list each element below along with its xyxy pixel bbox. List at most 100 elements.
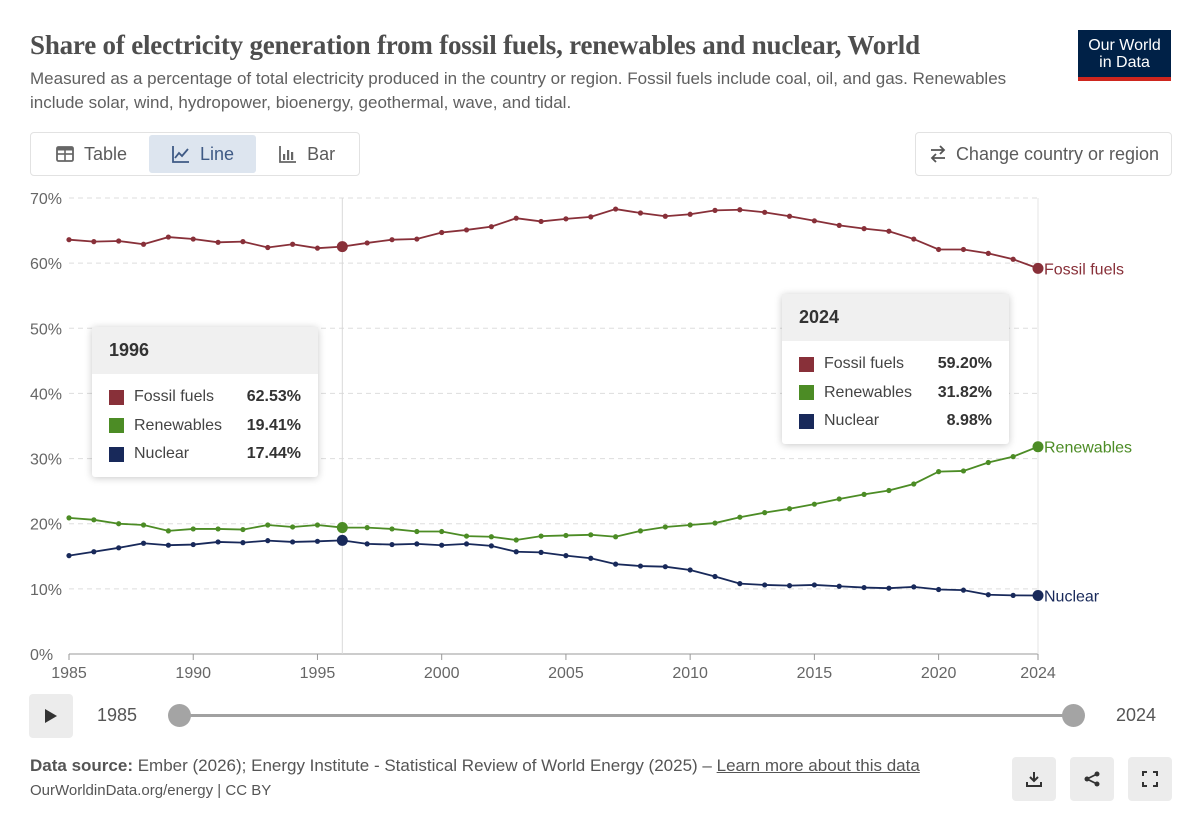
play-icon: [45, 709, 57, 723]
tooltip-series-value: 31.82%: [937, 383, 992, 401]
download-button[interactable]: [1012, 757, 1056, 801]
data-point-fossil: [240, 239, 246, 245]
data-point-renewables: [712, 520, 718, 526]
data-point-nuclear: [538, 549, 544, 555]
data-point-renewables: [563, 532, 569, 539]
series-line-fossil: [68, 208, 1039, 270]
data-point-nuclear: [290, 539, 296, 545]
data-point-fossil: [811, 218, 817, 224]
series-line-renewables: [68, 445, 1039, 541]
source-label: Data source:: [30, 756, 133, 775]
x-tick-label: 1995: [300, 665, 336, 682]
play-button[interactable]: [29, 694, 73, 738]
tooltip-row-renewables: Renewables 31.82%: [799, 379, 992, 408]
x-tick-label: 2024: [1020, 665, 1056, 682]
tooltip-year: 2024: [782, 294, 1009, 341]
data-point-fossil: [712, 207, 718, 213]
tab-table[interactable]: Table: [33, 135, 149, 173]
data-point-renewables: [290, 524, 296, 530]
data-point-fossil: [165, 234, 171, 240]
x-tick-label: 2005: [548, 665, 584, 682]
tab-table-label: Table: [84, 143, 128, 164]
y-tick-label: 50%: [30, 321, 62, 338]
logo-line-2: in Data: [1099, 54, 1150, 71]
data-point-fossil: [861, 226, 867, 232]
y-tick-label: 30%: [30, 452, 62, 469]
fullscreen-button[interactable]: [1128, 757, 1172, 801]
swatch-nuclear: [799, 413, 814, 429]
timeline-start-handle[interactable]: [168, 704, 191, 727]
data-point-renewables: [165, 528, 171, 534]
data-point-fossil: [389, 237, 395, 243]
data-point-renewables: [662, 524, 668, 530]
data-point-nuclear: [588, 555, 594, 561]
chart-type-tabs: Table Line Bar: [30, 132, 361, 176]
data-point-nuclear: [336, 534, 348, 546]
tab-bar-label: Bar: [307, 143, 336, 164]
data-point-fossil: [588, 214, 594, 220]
share-button[interactable]: [1070, 757, 1114, 801]
table-icon: [56, 146, 74, 162]
data-point-nuclear: [439, 542, 445, 548]
data-point-nuclear: [389, 541, 395, 548]
chart-title: Share of electricity generation from fos…: [30, 30, 920, 60]
timeline-end-handle[interactable]: [1062, 704, 1085, 727]
logo-line-1: Our World: [1088, 37, 1161, 54]
data-point-fossil: [66, 237, 72, 243]
data-point-fossil: [662, 213, 668, 219]
timeline-track[interactable]: [180, 714, 1074, 717]
tooltip-1996: 1996 Fossil fuels 62.53% Renewables 19.4…: [92, 327, 318, 477]
data-point-renewables: [588, 532, 594, 538]
data-point-nuclear: [1032, 590, 1044, 602]
tab-line[interactable]: Line: [149, 135, 257, 173]
learn-more-link[interactable]: Learn more about this data: [716, 756, 920, 775]
data-point-fossil: [985, 250, 991, 256]
data-point-nuclear: [140, 540, 147, 546]
data-point-nuclear: [712, 573, 718, 580]
tooltip-row-renewables: Renewables 19.41%: [109, 412, 301, 441]
swatch-fossil: [109, 389, 124, 405]
data-point-renewables: [314, 522, 321, 528]
fullscreen-icon: [1142, 771, 1158, 787]
data-point-fossil: [140, 241, 147, 247]
chart-subtitle: Measured as a percentage of total electr…: [30, 69, 1007, 112]
data-point-nuclear: [811, 582, 817, 588]
data-point-renewables: [786, 506, 793, 512]
data-point-renewables: [116, 521, 122, 527]
tab-bar[interactable]: Bar: [256, 135, 357, 173]
data-point-nuclear: [314, 538, 321, 544]
data-point-renewables: [389, 526, 395, 532]
data-point-nuclear: [613, 561, 619, 567]
x-tick-label: 2010: [672, 665, 708, 682]
tooltip-row-fossil: Fossil fuels 62.53%: [109, 383, 301, 412]
data-point-fossil: [613, 206, 619, 212]
data-point-fossil: [336, 241, 348, 253]
data-point-fossil: [364, 240, 370, 246]
data-point-renewables: [140, 522, 147, 528]
data-point-renewables: [811, 501, 817, 507]
data-point-renewables: [960, 468, 967, 474]
swatch-renewables: [799, 385, 814, 401]
swatch-fossil: [799, 356, 814, 372]
data-point-nuclear: [936, 586, 942, 593]
data-point-nuclear: [861, 584, 867, 591]
data-point-renewables: [215, 526, 221, 532]
data-point-renewables: [414, 528, 420, 535]
download-icon: [1026, 772, 1042, 787]
data-point-nuclear: [762, 582, 768, 588]
data-point-nuclear: [836, 583, 842, 589]
data-point-nuclear: [911, 584, 917, 590]
data-point-nuclear: [240, 540, 246, 546]
data-point-renewables: [463, 533, 470, 539]
data-point-nuclear: [786, 583, 793, 589]
change-country-button[interactable]: Change country or region: [915, 132, 1172, 176]
data-point-nuclear: [364, 541, 370, 547]
data-point-renewables: [911, 481, 917, 487]
data-point-renewables: [737, 514, 743, 520]
tooltip-row-nuclear: Nuclear 8.98%: [799, 407, 992, 436]
owid-logo[interactable]: Our World in Data: [1078, 30, 1171, 81]
data-point-fossil: [190, 236, 196, 242]
tooltip-series-value: 19.41%: [246, 416, 301, 434]
data-point-renewables: [861, 491, 867, 497]
data-point-nuclear: [886, 585, 892, 591]
